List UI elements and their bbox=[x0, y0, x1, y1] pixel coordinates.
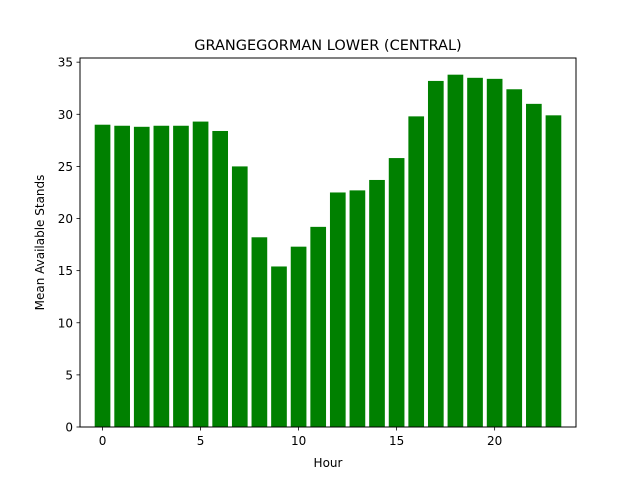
bar-hour-11 bbox=[310, 226, 327, 427]
bar-hour-9 bbox=[271, 266, 287, 427]
bar-hour-10 bbox=[290, 246, 307, 427]
bar-hour-8 bbox=[251, 237, 268, 427]
plot-frame bbox=[79, 57, 577, 428]
bar-hour-1 bbox=[114, 125, 130, 427]
bar-hour-21 bbox=[506, 89, 523, 428]
chart-title: GRANGEGORMAN LOWER (CENTRAL) bbox=[194, 38, 461, 54]
bar-hour-19 bbox=[467, 77, 483, 427]
y-axis-label: Mean Available Stands bbox=[33, 175, 47, 311]
x-tick-label: 0 bbox=[99, 434, 107, 448]
bar-hour-0 bbox=[94, 124, 111, 428]
y-tick-label: 15 bbox=[58, 264, 73, 278]
bar-hour-22 bbox=[526, 103, 542, 428]
bar-hour-2 bbox=[133, 126, 150, 428]
bar-hour-23 bbox=[545, 115, 562, 427]
bar-hour-6 bbox=[212, 130, 229, 427]
bar-hour-15 bbox=[388, 158, 405, 427]
x-tick-label: 15 bbox=[389, 434, 404, 448]
bar-hour-12 bbox=[329, 192, 346, 427]
bar-hour-14 bbox=[369, 179, 385, 427]
x-tick-label: 10 bbox=[291, 434, 306, 448]
bar-hour-5 bbox=[192, 121, 209, 427]
y-tick-label: 10 bbox=[58, 316, 73, 330]
x-tick-label: 20 bbox=[487, 434, 502, 448]
y-tick-label: 35 bbox=[58, 56, 73, 70]
x-axis-label: Hour bbox=[314, 456, 343, 470]
bar-hour-3 bbox=[153, 125, 170, 427]
bars-group bbox=[94, 74, 562, 428]
bar-hour-7 bbox=[231, 166, 248, 427]
bar-hour-16 bbox=[408, 116, 425, 428]
y-tick-label: 5 bbox=[65, 368, 73, 382]
y-tick-label: 25 bbox=[58, 160, 73, 174]
x-axis-ticks: 0 5 10 15 20 bbox=[99, 427, 502, 448]
y-tick-label: 0 bbox=[65, 421, 73, 435]
bar-hour-13 bbox=[349, 190, 366, 427]
y-axis-ticks: 0 5 10 15 20 25 30 35 bbox=[58, 56, 80, 435]
bar-hour-18 bbox=[447, 74, 464, 428]
bar-hour-4 bbox=[173, 125, 189, 427]
y-tick-label: 20 bbox=[58, 212, 73, 226]
x-tick-label: 5 bbox=[197, 434, 205, 448]
bar-hour-20 bbox=[486, 78, 503, 427]
bar-hour-17 bbox=[427, 80, 444, 428]
y-tick-label: 30 bbox=[58, 108, 73, 122]
